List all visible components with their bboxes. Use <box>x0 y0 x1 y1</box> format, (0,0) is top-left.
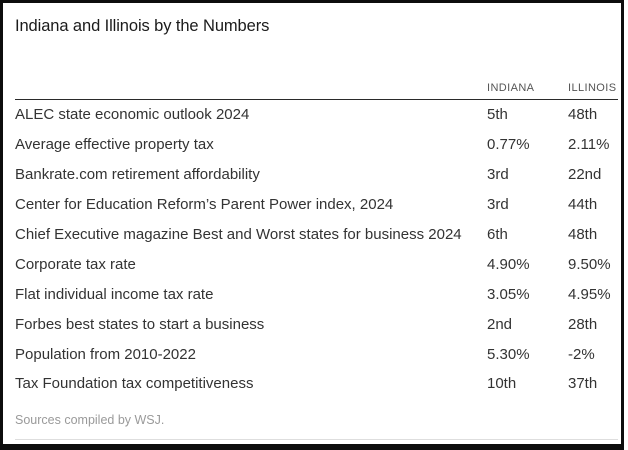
cell-illinois: 48th <box>568 226 598 243</box>
cell-illinois: 2.11% <box>568 136 610 154</box>
column-header-illinois: ILLINOIS <box>568 82 617 94</box>
table-row: Chief Executive magazine Best and Worst … <box>15 220 618 250</box>
cell-indiana: 5.30% <box>487 345 530 363</box>
table-row: Average effective property tax 0.77% 2.11% <box>15 130 618 160</box>
table-header: INDIANA ILLINOIS <box>15 82 618 100</box>
cell-illinois: 44th <box>568 196 598 214</box>
cell-illinois: 4.95% <box>568 285 611 303</box>
bottom-rule <box>15 438 618 440</box>
row-label: Average effective property tax <box>15 136 214 154</box>
table-row: Flat individual income tax rate 3.05% 4.95… <box>15 279 618 309</box>
cell-indiana: 10th <box>487 375 517 393</box>
cell-illinois: 37th <box>568 375 598 393</box>
column-header-indiana: INDIANA <box>487 82 535 94</box>
sources-note: Sources compiled by WSJ. <box>15 412 165 427</box>
table-body: ALEC state economic outlook 2024 5th 48th A… <box>15 100 618 399</box>
cell-indiana: 0.77% <box>487 136 530 154</box>
cell-illinois: 28th <box>568 315 598 333</box>
row-label: Forbes best states to start a business <box>15 315 265 333</box>
table-row: Bankrate.com retirement affordability 3rd… <box>15 160 618 190</box>
cell-illinois: 22nd <box>568 166 602 184</box>
cell-indiana: 3.05% <box>487 285 530 303</box>
cell-illinois: 9.50% <box>568 255 611 273</box>
page-title: Indiana and Illinois by the Numbers <box>15 17 270 35</box>
row-label: Tax Foundation tax competitiveness <box>15 375 254 393</box>
row-label: Center for Education Reform’s Parent Pow… <box>15 196 394 214</box>
cell-indiana: 3rd <box>487 196 509 214</box>
row-label: Corporate tax rate <box>15 255 136 273</box>
table-row: ALEC state economic outlook 2024 5th 48th <box>15 100 618 130</box>
row-label: Bankrate.com retirement affordability <box>15 166 260 184</box>
table-row: Corporate tax rate 4.90% 9.50% <box>15 249 618 279</box>
table-row: Forbes best states to start a business 2n… <box>15 309 618 339</box>
row-label: Flat individual income tax rate <box>15 285 214 303</box>
row-label: Chief Executive magazine Best and Worst … <box>15 226 462 243</box>
row-label: Population from 2010-2022 <box>15 345 196 363</box>
cell-illinois: 48th <box>568 106 598 124</box>
cell-indiana: 3rd <box>487 166 509 184</box>
table-content: Indiana and Illinois by the Numbers INDI… <box>3 3 621 440</box>
table-row: Population from 2010-2022 5.30% -2% <box>15 339 618 369</box>
cell-indiana: 5th <box>487 106 508 124</box>
cell-indiana: 2nd <box>487 315 513 333</box>
table-row: Tax Foundation tax competitiveness 10th 37… <box>15 369 618 399</box>
cell-indiana: 6th <box>487 226 508 243</box>
cell-indiana: 4.90% <box>487 255 530 273</box>
row-label: ALEC state economic outlook 2024 <box>15 106 250 124</box>
cell-illinois: -2% <box>568 345 595 363</box>
table-row: Center for Education Reform’s Parent Pow… <box>15 190 618 220</box>
